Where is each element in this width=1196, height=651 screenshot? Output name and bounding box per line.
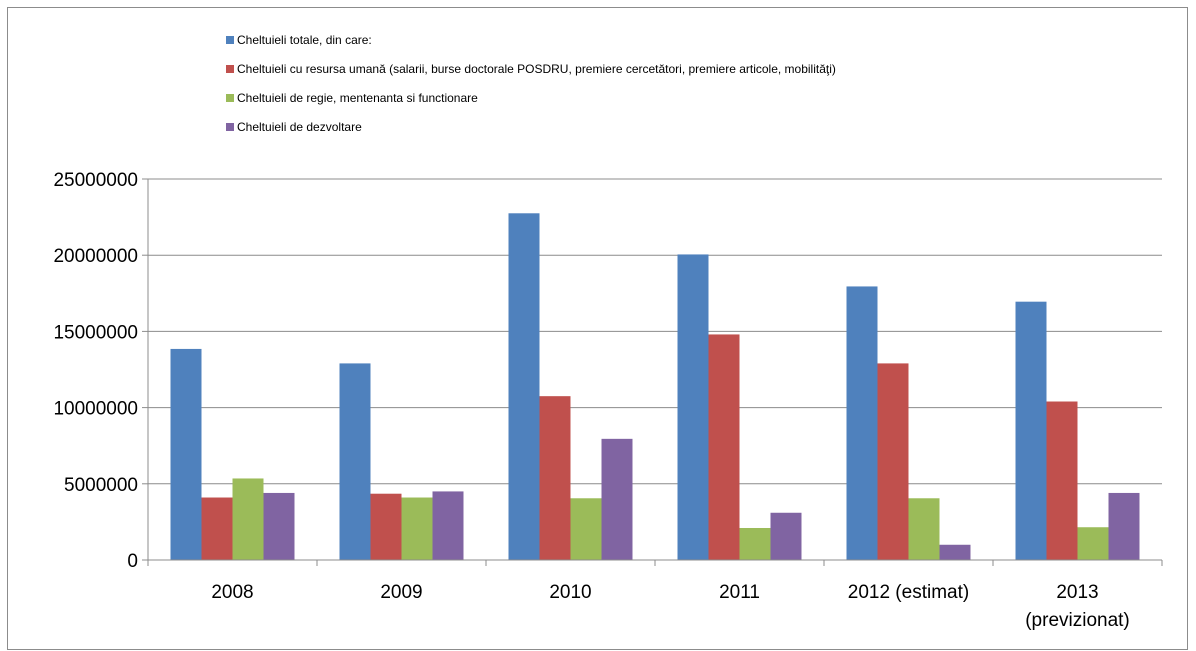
axes: 0 5000000 10000000 15000000 20000000 25000000… xyxy=(53,170,1163,631)
bar-4-2011 xyxy=(770,512,802,560)
legend: Cheltuieli totale, din care: Cheltuieli c… xyxy=(226,33,836,134)
legend-label-2: Cheltuieli cu resursa umană (salarii, bu… xyxy=(237,62,836,76)
bar-3-2008 xyxy=(232,478,264,560)
legend-swatch-1 xyxy=(226,36,234,44)
x-tick-label-2: 2010 xyxy=(549,582,591,603)
y-tick-label-4: 20000000 xyxy=(53,246,138,267)
bar-2-2008 xyxy=(201,497,233,560)
bar-3-2011 xyxy=(739,527,771,560)
bar-4-2012-estimat- xyxy=(939,544,971,560)
bar-2-2012-estimat- xyxy=(877,363,909,560)
bar-3-2009 xyxy=(401,497,433,560)
x-tick-label-5-line-2: (previzionat) xyxy=(1025,610,1130,631)
bar-3-2010 xyxy=(570,498,602,560)
legend-label-1: Cheltuieli totale, din care: xyxy=(237,33,372,47)
bar-1-2010 xyxy=(508,213,540,561)
bar-2-2009 xyxy=(370,493,402,560)
bar-4-2008 xyxy=(263,492,295,560)
y-tick-label-1: 5000000 xyxy=(64,475,138,496)
bar-2-2011 xyxy=(708,334,740,560)
y-tick-label-0: 0 xyxy=(127,551,138,572)
legend-label-4: Cheltuieli de dezvoltare xyxy=(237,120,362,134)
x-tick-label-3: 2011 xyxy=(719,582,760,603)
legend-swatch-2 xyxy=(226,65,234,73)
x-tick-label-0: 2008 xyxy=(211,582,253,603)
y-tick-label-5: 25000000 xyxy=(53,170,138,191)
bar-1-2013-previzionat- xyxy=(1015,301,1047,560)
y-tick-label-3: 15000000 xyxy=(53,322,138,343)
bar-2-2013-previzionat- xyxy=(1046,401,1078,560)
bar-3-2012-estimat- xyxy=(908,498,940,560)
bar-1-2011 xyxy=(677,254,709,561)
bar-2-2010 xyxy=(539,396,571,560)
bar-4-2013-previzionat- xyxy=(1108,492,1140,560)
legend-label-3: Cheltuieli de regie, mentenanta si funct… xyxy=(237,91,478,105)
legend-swatch-4 xyxy=(226,123,234,131)
gridlines xyxy=(148,178,1162,485)
legend-swatch-3 xyxy=(226,94,234,102)
bar-4-2010 xyxy=(601,438,633,560)
bar-3-2013-previzionat- xyxy=(1077,527,1109,560)
x-tick-label-5-line-1: 2013 xyxy=(1056,582,1098,603)
bar-1-2012-estimat- xyxy=(846,286,878,560)
x-tick-label-4: 2012 (estimat) xyxy=(848,582,969,603)
y-tick-label-2: 10000000 xyxy=(53,399,138,420)
bar-4-2009 xyxy=(432,491,464,560)
bars xyxy=(170,213,1140,561)
bar-1-2008 xyxy=(170,348,202,560)
bar-1-2009 xyxy=(339,363,371,560)
x-tick-label-1: 2009 xyxy=(380,582,422,603)
